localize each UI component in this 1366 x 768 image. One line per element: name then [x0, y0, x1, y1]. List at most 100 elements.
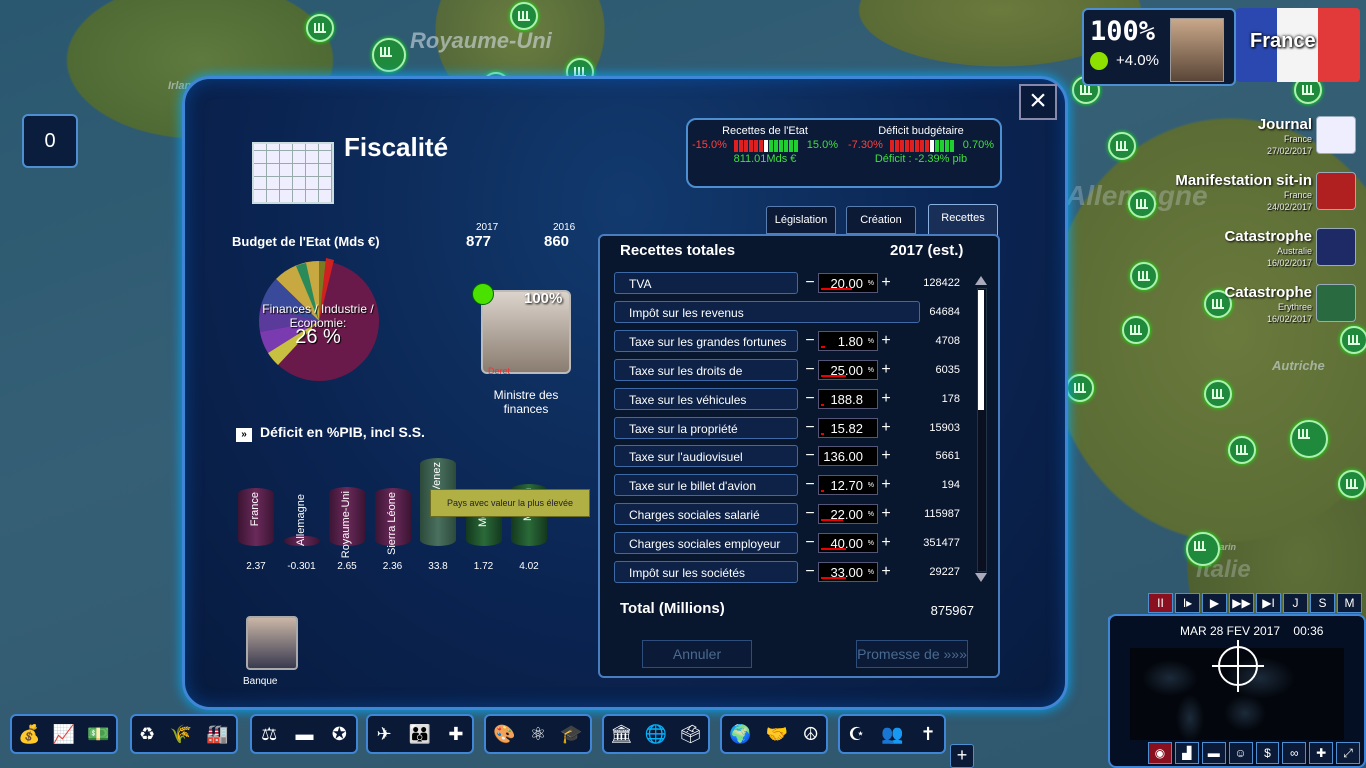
- expand-toolbar-button[interactable]: +: [950, 744, 974, 768]
- bank-portrait[interactable]: [246, 616, 298, 670]
- decrease-button[interactable]: −: [805, 274, 815, 291]
- increase-button[interactable]: +: [881, 331, 891, 349]
- city-marker[interactable]: [1130, 262, 1158, 290]
- deficit-chart-title[interactable]: » Déficit en %PIB, incl S.S.: [236, 424, 425, 442]
- plane-icon[interactable]: ✈: [376, 723, 392, 744]
- increase-button[interactable]: +: [881, 563, 891, 580]
- factory-icon[interactable]: ▟: [1174, 742, 1199, 764]
- city-marker[interactable]: [1204, 380, 1232, 408]
- city-marker[interactable]: [1186, 532, 1220, 566]
- scroll-thumb[interactable]: [978, 290, 984, 410]
- time-control-button[interactable]: II: [1148, 593, 1173, 613]
- recycle-icon[interactable]: ♻: [139, 723, 156, 744]
- minister-portrait[interactable]: [481, 290, 571, 374]
- city-marker[interactable]: [510, 2, 538, 30]
- decrease-button[interactable]: −: [805, 389, 815, 407]
- time-control-button[interactable]: ▶: [1202, 593, 1227, 613]
- filter-icon[interactable]: ◉: [1148, 742, 1172, 764]
- scroll-down-icon[interactable]: [975, 573, 987, 582]
- time-control-button[interactable]: S: [1310, 593, 1335, 613]
- people-icon[interactable]: ☺: [1228, 742, 1253, 764]
- cross-icon[interactable]: ✝: [920, 723, 936, 744]
- tax-rate-input[interactable]: 22.00%: [818, 504, 878, 525]
- news-item[interactable]: Catastrophe Australie 16/02/2017: [1116, 228, 1356, 274]
- un-icon[interactable]: ☮: [802, 723, 819, 744]
- tax-rate-input[interactable]: 12.70%: [818, 475, 878, 496]
- money-icon[interactable]: 💰: [18, 723, 41, 744]
- revenue-scrollbar[interactable]: [974, 276, 988, 582]
- deficit-bar[interactable]: [374, 487, 411, 546]
- tax-name[interactable]: Taxe sur les véhicules: [614, 387, 798, 410]
- money-icon[interactable]: $: [1255, 742, 1280, 764]
- toolbar-industry[interactable]: ♻ 🌾 🏭: [130, 714, 238, 754]
- increase-button[interactable]: +: [881, 476, 891, 494]
- increase-button[interactable]: +: [881, 360, 891, 378]
- budget-pie-chart[interactable]: [256, 258, 382, 384]
- time-control-button[interactable]: J: [1283, 593, 1308, 613]
- tab-recettes[interactable]: Recettes: [928, 204, 998, 236]
- city-marker[interactable]: [1228, 436, 1256, 464]
- decrease-button[interactable]: −: [805, 505, 815, 523]
- expand-icon[interactable]: ⤢: [1336, 742, 1360, 764]
- health-icon[interactable]: ✚: [448, 723, 464, 744]
- deficit-bar[interactable]: [238, 487, 274, 546]
- crescent-icon[interactable]: ☪: [848, 723, 865, 744]
- tax-name[interactable]: Taxe sur les droits de succession: [614, 358, 798, 400]
- tax-name[interactable]: Taxe sur les grandes fortunes: [614, 329, 798, 352]
- city-marker[interactable]: [1108, 132, 1136, 160]
- city-marker[interactable]: [1290, 420, 1328, 458]
- world-minimap[interactable]: [1130, 648, 1344, 740]
- decrease-button[interactable]: −: [805, 563, 815, 580]
- toolbar-religion[interactable]: ☪ 👥 ✝: [838, 714, 946, 754]
- people-icon[interactable]: 👥: [881, 723, 904, 744]
- deficit-bar[interactable]: [329, 486, 365, 546]
- city-marker[interactable]: [306, 14, 334, 42]
- globe-icon[interactable]: 🌐: [644, 723, 668, 744]
- increase-button[interactable]: +: [881, 447, 891, 465]
- tax-rate-input[interactable]: 1.80%: [818, 330, 878, 351]
- city-marker[interactable]: [1338, 470, 1366, 498]
- medical-icon[interactable]: ✚: [1309, 742, 1334, 764]
- tax-name[interactable]: Impôt sur les revenus: [614, 300, 920, 323]
- city-marker[interactable]: [1066, 374, 1094, 402]
- city-marker[interactable]: [1122, 316, 1150, 344]
- palette-icon[interactable]: 🎨: [493, 723, 516, 744]
- approval-panel[interactable]: 100% +4.0%: [1082, 8, 1236, 86]
- tax-name[interactable]: Taxe sur l'audiovisuel: [614, 445, 798, 468]
- tax-name[interactable]: Charges sociales salarié: [614, 503, 798, 526]
- deficit-bar[interactable]: [283, 536, 320, 546]
- atom-icon[interactable]: ⚛: [529, 723, 547, 744]
- tax-name[interactable]: Impôt sur les sociétés: [614, 561, 798, 583]
- handshake-icon[interactable]: ∞: [1282, 742, 1307, 764]
- news-item[interactable]: Journal France 27/02/2017: [1116, 116, 1356, 162]
- decrease-button[interactable]: −: [805, 418, 815, 436]
- increase-button[interactable]: +: [881, 274, 891, 291]
- city-marker[interactable]: [1340, 326, 1366, 354]
- ballot-icon[interactable]: 🗳: [679, 723, 703, 744]
- bank-icon[interactable]: 🏛: [609, 723, 633, 744]
- decrease-button[interactable]: −: [805, 534, 815, 552]
- toolbar-diplomacy[interactable]: 🌍 🤝 ☮: [720, 714, 828, 754]
- toolbar-security[interactable]: ⚖ ▬ ✪: [250, 714, 358, 754]
- handshake-icon[interactable]: 🤝: [765, 723, 789, 744]
- tax-rate-input[interactable]: 188.8: [818, 388, 878, 409]
- news-item[interactable]: Catastrophe Erythree 16/02/2017: [1116, 284, 1356, 330]
- factory-icon[interactable]: 🏭: [206, 723, 229, 744]
- decrease-button[interactable]: −: [805, 447, 815, 465]
- tab-legislation[interactable]: Législation: [766, 206, 836, 234]
- cash-icon[interactable]: 💵: [87, 723, 110, 744]
- tax-name[interactable]: Taxe sur la propriété immobilière: [614, 416, 798, 458]
- toolbar-economy[interactable]: 💰 📈 💵: [10, 714, 118, 754]
- tax-rate-input[interactable]: 136.00: [818, 446, 878, 467]
- tax-rate-input[interactable]: 33.00%: [818, 562, 878, 582]
- tax-rate-input[interactable]: 15.82: [818, 417, 878, 438]
- tax-rate-input[interactable]: 40.00%: [818, 533, 878, 554]
- decrease-button[interactable]: −: [805, 331, 815, 349]
- tank-icon[interactable]: ▬: [1201, 742, 1226, 764]
- tank-icon[interactable]: ▬: [295, 723, 314, 744]
- time-control-button[interactable]: M: [1337, 593, 1362, 613]
- badge-icon[interactable]: ✪: [331, 723, 347, 744]
- news-item[interactable]: Manifestation sit-in France 24/02/2017: [1116, 172, 1356, 218]
- scales-icon[interactable]: ⚖: [261, 723, 278, 744]
- promise-button[interactable]: Promesse de »»»: [856, 640, 968, 668]
